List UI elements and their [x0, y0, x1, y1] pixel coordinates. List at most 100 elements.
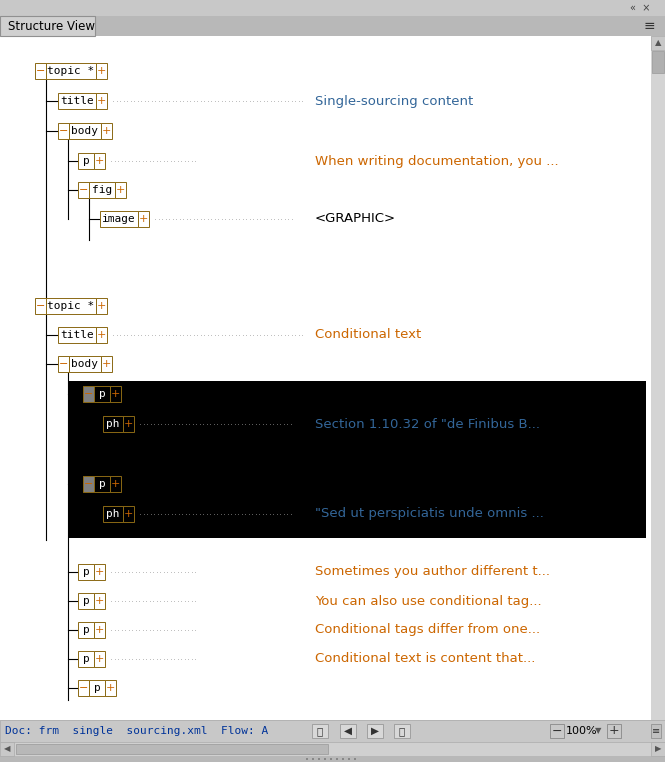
Point	[183, 155, 194, 167]
Bar	[342, 758, 344, 760]
Point	[223, 95, 234, 107]
Point	[229, 418, 240, 430]
Point	[293, 95, 304, 107]
Point	[172, 624, 183, 636]
Point	[138, 418, 149, 430]
Text: p: p	[98, 479, 105, 489]
Text: +: +	[116, 185, 125, 195]
Point	[149, 508, 160, 520]
Point	[244, 329, 255, 341]
Text: p: p	[82, 567, 89, 577]
Point	[136, 95, 146, 107]
Point	[247, 508, 257, 520]
Text: title: title	[60, 330, 94, 340]
Bar	[0, 720, 665, 742]
Point	[185, 213, 196, 225]
Point	[114, 95, 125, 107]
Point	[139, 329, 150, 341]
Point	[129, 329, 140, 341]
Point	[134, 566, 144, 578]
Point	[155, 624, 166, 636]
Point	[216, 95, 227, 107]
Point	[286, 95, 297, 107]
Point	[222, 508, 233, 520]
Point	[162, 155, 172, 167]
Text: +: +	[95, 625, 104, 635]
Bar	[0, 720, 665, 742]
Point	[142, 418, 152, 430]
Text: fig: fig	[92, 185, 112, 195]
Point	[272, 329, 283, 341]
Point	[158, 653, 169, 665]
Point	[150, 95, 160, 107]
Point	[253, 508, 264, 520]
Point	[201, 418, 212, 430]
Text: Section 1.10.32 of "de Finibus B...: Section 1.10.32 of "de Finibus B...	[315, 418, 540, 431]
Bar	[311, 758, 313, 760]
Point	[185, 329, 196, 341]
Point	[276, 329, 287, 341]
Point	[180, 418, 191, 430]
Point	[265, 213, 276, 225]
Text: p: p	[82, 625, 89, 635]
Point	[184, 418, 194, 430]
Text: ◀: ◀	[4, 744, 10, 754]
Point	[177, 508, 188, 520]
Point	[134, 155, 144, 167]
Point	[251, 213, 262, 225]
Bar	[0, 742, 665, 756]
Point	[171, 95, 182, 107]
Point	[120, 624, 130, 636]
Point	[123, 624, 134, 636]
Point	[144, 595, 155, 607]
Point	[160, 329, 171, 341]
Point	[130, 595, 141, 607]
Point	[179, 653, 190, 665]
Point	[209, 329, 220, 341]
Point	[265, 95, 276, 107]
Text: Single-sourcing content: Single-sourcing content	[315, 94, 473, 107]
Point	[223, 329, 234, 341]
Point	[179, 595, 190, 607]
Point	[135, 418, 146, 430]
Point	[216, 329, 227, 341]
Point	[194, 418, 205, 430]
Point	[255, 329, 265, 341]
Point	[164, 213, 174, 225]
Point	[181, 213, 192, 225]
Point	[106, 566, 116, 578]
Point	[165, 653, 176, 665]
Point	[243, 418, 254, 430]
Point	[116, 653, 127, 665]
Text: +: +	[124, 419, 133, 429]
Point	[230, 213, 241, 225]
Text: p: p	[98, 389, 105, 399]
Point	[162, 595, 172, 607]
Bar	[651, 724, 661, 738]
Point	[118, 329, 129, 341]
Point	[236, 418, 247, 430]
Bar	[78, 593, 94, 609]
Bar	[336, 758, 338, 760]
Point	[165, 595, 176, 607]
Point	[199, 329, 209, 341]
Point	[162, 624, 172, 636]
Point	[264, 418, 275, 430]
Point	[155, 566, 166, 578]
Point	[257, 508, 268, 520]
Bar	[78, 182, 89, 198]
Bar	[354, 758, 356, 760]
Point	[192, 329, 202, 341]
Text: When writing documentation, you ...: When writing documentation, you ...	[315, 155, 559, 168]
Point	[173, 508, 184, 520]
Point	[142, 508, 152, 520]
Text: p: p	[82, 596, 89, 606]
Point	[190, 624, 200, 636]
Point	[219, 329, 230, 341]
Point	[199, 95, 209, 107]
Point	[241, 95, 251, 107]
Point	[112, 566, 123, 578]
Point	[215, 508, 226, 520]
Point	[205, 329, 216, 341]
Point	[255, 213, 265, 225]
